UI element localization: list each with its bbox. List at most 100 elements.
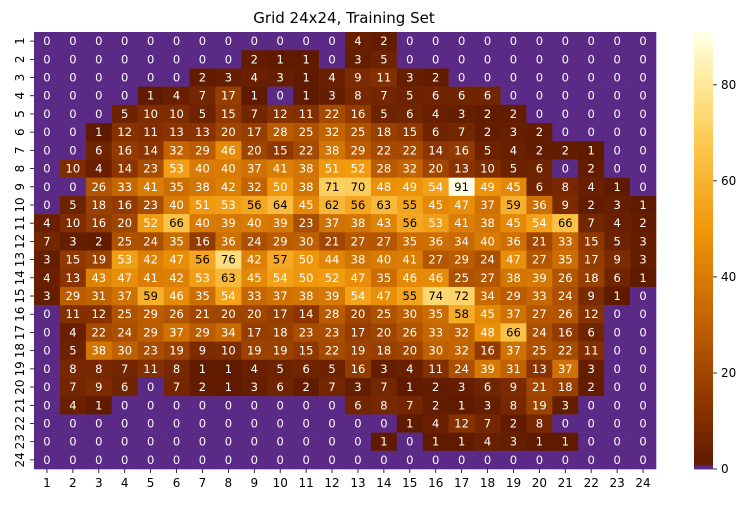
colorbar-segment <box>694 97 713 102</box>
heatmap-cell <box>215 141 242 160</box>
heatmap-cell <box>604 86 631 106</box>
cell-label: 5 <box>69 198 76 212</box>
cell-label: 14 <box>428 143 443 157</box>
cell-label: 38 <box>195 180 210 194</box>
cell-label: 13 <box>66 271 81 285</box>
heatmap-cell <box>267 50 294 69</box>
heatmap-cell <box>526 414 553 433</box>
heatmap-cell <box>526 396 553 415</box>
heatmap-cell <box>526 50 553 69</box>
colorbar-segment <box>694 367 713 372</box>
heatmap-cell <box>526 377 553 397</box>
cell-label: 19 <box>532 398 547 412</box>
cell-label: 1 <box>251 89 258 103</box>
heatmap-cell <box>370 104 398 124</box>
heatmap-cell <box>552 323 579 342</box>
heatmap-cell <box>604 377 631 397</box>
heatmap-cell <box>241 177 268 197</box>
colorbar-segment <box>694 421 713 426</box>
cell-label: 30 <box>402 307 417 321</box>
cell-label: 1 <box>199 362 206 376</box>
heatmap-cell <box>137 32 164 51</box>
cell-label: 76 <box>221 253 236 267</box>
cell-label: 0 <box>639 34 646 48</box>
heatmap-cell <box>604 141 631 160</box>
heatmap-cell <box>34 232 61 251</box>
x-tick-label: 21 <box>558 476 573 490</box>
cell-label: 1 <box>302 52 309 66</box>
heatmap-cell <box>111 159 138 178</box>
cell-label: 59 <box>143 289 158 303</box>
heatmap-cell <box>34 323 61 342</box>
cell-label: 70 <box>351 180 366 194</box>
cell-label: 56 <box>195 253 210 267</box>
heatmap-cell <box>34 214 61 233</box>
heatmap-cell <box>189 432 216 452</box>
cell-label: 1 <box>458 435 465 449</box>
cell-label: 11 <box>143 125 158 139</box>
heatmap-cell <box>189 86 216 106</box>
cell-label: 56 <box>247 198 262 212</box>
heatmap-cell <box>578 323 605 342</box>
heatmap-cell <box>448 305 475 324</box>
cell-label: 0 <box>510 34 517 48</box>
heatmap-cell <box>293 377 320 397</box>
heatmap-cell <box>319 104 346 124</box>
cell-label: 7 <box>380 89 387 103</box>
cell-label: 28 <box>377 162 392 176</box>
heatmap-cell <box>111 359 138 379</box>
colorbar-tick-label: 60 <box>721 174 736 188</box>
cell-label: 35 <box>428 307 443 321</box>
cell-label: 0 <box>562 89 569 103</box>
heatmap-cell <box>422 32 449 51</box>
heatmap-cell <box>189 396 216 415</box>
heatmap-cell <box>137 123 164 142</box>
heatmap-cell <box>241 159 268 178</box>
cell-label: 39 <box>325 289 340 303</box>
cell-label: 11 <box>428 362 443 376</box>
cell-label: 3 <box>613 198 620 212</box>
cell-label: 35 <box>377 271 392 285</box>
cell-label: 21 <box>325 234 340 248</box>
cell-label: 3 <box>328 89 335 103</box>
cell-label: 28 <box>273 125 288 139</box>
heatmap-cell <box>630 432 657 452</box>
cell-label: 6 <box>121 380 128 394</box>
x-tick-label: 16 <box>428 476 443 490</box>
heatmap-cell <box>630 141 657 160</box>
cell-label: 0 <box>43 307 50 321</box>
heatmap-cell <box>448 432 475 452</box>
cell-label: 0 <box>302 416 309 430</box>
heatmap-cell <box>85 50 113 69</box>
cell-label: 55 <box>402 289 417 303</box>
heatmap-cell <box>163 396 190 415</box>
cell-label: 0 <box>588 107 595 121</box>
heatmap-cell <box>474 323 501 342</box>
heatmap-cell <box>345 141 372 160</box>
heatmap-cell <box>448 250 475 270</box>
cell-label: 6 <box>302 362 309 376</box>
colorbar-segment <box>694 93 713 98</box>
colorbar-segment <box>694 312 713 317</box>
cell-label: 16 <box>91 216 106 230</box>
heatmap-cell <box>111 450 138 470</box>
cell-label: 3 <box>354 52 361 66</box>
cell-label: 0 <box>639 52 646 66</box>
cell-label: 16 <box>117 198 132 212</box>
colorbar-segment <box>694 195 713 200</box>
colorbar-segment <box>694 119 713 124</box>
cell-label: 0 <box>147 52 154 66</box>
cell-label: 1 <box>277 52 284 66</box>
cell-label: 5 <box>484 143 491 157</box>
cell-label: 1 <box>95 125 102 139</box>
cell-label: 41 <box>273 162 288 176</box>
heatmap-cell <box>422 232 449 251</box>
cell-label: 20 <box>117 216 132 230</box>
cell-label: 1 <box>432 435 439 449</box>
y-tick-label: 17 <box>13 325 27 340</box>
cell-label: 0 <box>613 89 620 103</box>
heatmap-cell <box>111 123 138 142</box>
colorbar-segment <box>694 261 713 266</box>
heatmap-cell <box>422 141 449 160</box>
heatmap-cell <box>293 341 320 361</box>
